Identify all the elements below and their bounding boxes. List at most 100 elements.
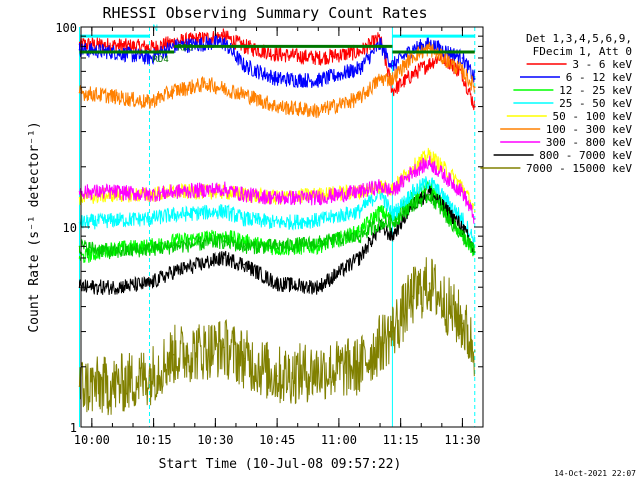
data-point — [173, 41, 175, 43]
data-point — [412, 203, 414, 205]
data-point — [358, 210, 361, 212]
data-point — [391, 65, 394, 67]
legend-entry: 7000 - 15000 keV — [526, 162, 632, 175]
data-point — [78, 257, 81, 259]
data-point — [358, 366, 361, 368]
data-point — [317, 286, 320, 289]
legend-entry: 800 - 7000 keV — [539, 149, 632, 162]
data-point — [173, 90, 175, 92]
data-point — [461, 191, 464, 193]
legend-header: FDecim 1, Att 0 — [533, 45, 632, 58]
data-point — [317, 197, 320, 199]
data-point — [243, 193, 245, 196]
data-point — [474, 210, 476, 212]
data-point — [222, 41, 225, 43]
data-point — [173, 214, 175, 216]
data-point — [412, 170, 414, 172]
data-point — [78, 48, 81, 51]
data-point — [206, 83, 208, 85]
data-point — [474, 240, 476, 242]
data-point — [222, 188, 225, 190]
x-tick-label: 10:15 — [136, 433, 172, 447]
data-point — [222, 210, 225, 212]
data-point — [428, 180, 431, 182]
data-point — [461, 185, 464, 187]
data-point — [78, 191, 81, 193]
data-point — [358, 67, 361, 70]
y-axis: 1 10 100 — [55, 21, 483, 435]
data-point — [379, 343, 381, 345]
data-point — [276, 53, 278, 56]
data-point — [428, 47, 431, 50]
data-point — [152, 247, 155, 250]
data-point — [111, 95, 114, 98]
data-point — [111, 251, 114, 253]
data-point — [317, 110, 320, 112]
data-point — [428, 153, 431, 156]
series-9 — [78, 188, 476, 260]
data-point — [317, 219, 320, 222]
data-point — [276, 197, 278, 199]
x-axis: 10:00 10:15 10:30 10:45 11:00 11:15 11:30 — [74, 27, 484, 447]
data-point — [474, 217, 476, 220]
data-point — [276, 78, 278, 80]
data-point — [111, 219, 114, 222]
data-point — [222, 346, 225, 349]
data-point — [461, 322, 464, 325]
data-point — [78, 197, 81, 199]
y-tick-label: 100 — [55, 21, 77, 35]
legend-entry: 3 - 6 keV — [572, 58, 632, 71]
data-point — [412, 73, 414, 76]
data-point — [173, 245, 175, 248]
data-point — [243, 65, 245, 67]
data-point — [428, 283, 431, 285]
data-point — [428, 161, 431, 164]
data-point — [474, 86, 476, 88]
data-point — [412, 191, 414, 193]
series-trace — [79, 34, 475, 88]
data-point — [276, 222, 278, 224]
data-point — [111, 191, 114, 193]
x-tick-label: 11:30 — [444, 433, 480, 447]
data-point — [461, 217, 464, 220]
data-point — [78, 222, 81, 224]
data-point — [391, 191, 394, 193]
data-point — [358, 230, 361, 233]
x-tick-label: 10:30 — [197, 433, 233, 447]
legend-entry: 12 - 25 keV — [559, 84, 632, 97]
series-3 — [78, 176, 476, 246]
data-point — [243, 263, 245, 266]
data-point — [379, 222, 381, 224]
data-point — [152, 46, 155, 49]
data-point — [412, 54, 414, 57]
data-point — [243, 245, 245, 248]
legend-entry: 300 - 800 keV — [546, 136, 632, 149]
x-axis-label: Start Time (10-Jul-08 09:57:22) — [159, 457, 402, 472]
timestamp: 14-Oct-2021 22:07 — [554, 469, 636, 478]
data-point — [317, 242, 320, 244]
series-trace — [79, 176, 475, 246]
data-point — [412, 47, 414, 50]
data-point — [148, 283, 151, 285]
data-point — [276, 105, 278, 108]
data-point — [148, 217, 151, 220]
data-point — [412, 166, 414, 168]
data-point — [276, 245, 278, 248]
data-point — [461, 226, 464, 228]
data-point — [474, 251, 476, 253]
data-point — [358, 51, 361, 53]
data-point — [148, 375, 151, 377]
data-point — [173, 270, 175, 273]
data-point — [222, 240, 225, 242]
data-point — [461, 70, 464, 73]
annotation-label: N — [152, 24, 157, 34]
series-8 — [78, 257, 476, 416]
series-5 — [78, 42, 476, 119]
data-point — [222, 35, 225, 37]
data-point — [391, 330, 394, 333]
data-point — [78, 286, 81, 289]
y-tick-label: 1 — [70, 421, 77, 435]
data-point — [243, 357, 245, 360]
data-point — [173, 240, 175, 242]
